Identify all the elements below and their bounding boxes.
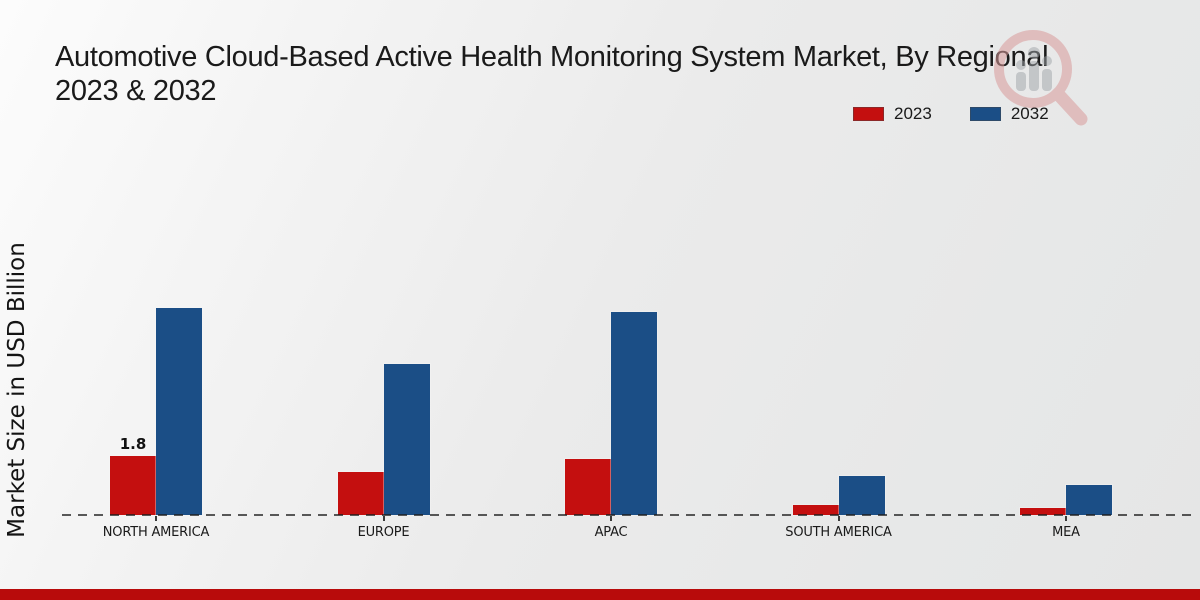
y-axis-label: Market Size in USD Billion <box>4 242 30 538</box>
watermark-logo <box>994 30 1088 126</box>
bar-2023-south-america <box>792 505 839 515</box>
legend-swatch-2023 <box>853 107 884 121</box>
legend-swatch-2032 <box>969 107 1001 121</box>
chart-title-line1: Automotive Cloud-Based Active Health Mon… <box>55 41 1049 73</box>
magnifier-ring-icon <box>994 30 1072 108</box>
x-axis-tick-mea <box>1065 516 1067 521</box>
bar-2023-apac <box>565 459 611 515</box>
x-axis-tick-europe <box>382 516 385 521</box>
magnifier-handle-icon <box>1051 87 1088 126</box>
bar-2032-north-america <box>156 308 202 515</box>
category-label-apac: APAC <box>594 525 628 540</box>
category-label-south-america: SOUTH AMERICA <box>785 525 892 540</box>
bar-2032-south-america <box>838 476 885 515</box>
footer-red-strip <box>0 589 1200 600</box>
baseline-dashed-line <box>62 514 1198 516</box>
bar-2023-mea <box>1020 508 1066 515</box>
x-axis-tick-north-america <box>155 516 157 521</box>
category-label-europe: EUROPE <box>357 525 410 540</box>
category-label-mea: MEA <box>1052 525 1080 540</box>
legend-label-2023: 2023 <box>894 104 932 123</box>
legend-item-2023: 2023 <box>853 104 932 124</box>
value-label-north-america-2023: 1.8 <box>119 435 147 453</box>
category-label-north-america: NORTH AMERICA <box>102 525 210 540</box>
legend: 2023 2032 <box>853 104 1049 124</box>
chart-title-line2: 2023 & 2032 <box>55 75 217 107</box>
x-axis-tick-south-america <box>837 516 840 521</box>
bar-2023-europe <box>337 472 384 515</box>
bar-2032-europe <box>383 364 430 515</box>
bar-2032-mea <box>1066 485 1112 515</box>
legend-label-2032: 2032 <box>1010 104 1049 123</box>
bar-2023-north-america <box>110 456 156 515</box>
people-bars-icon <box>1016 47 1052 91</box>
chart-title: Automotive Cloud-Based Active Health Mon… <box>55 40 1200 108</box>
x-axis-tick-apac <box>610 516 612 521</box>
bar-2032-apac <box>611 312 657 515</box>
legend-item-2032: 2032 <box>969 104 1049 124</box>
